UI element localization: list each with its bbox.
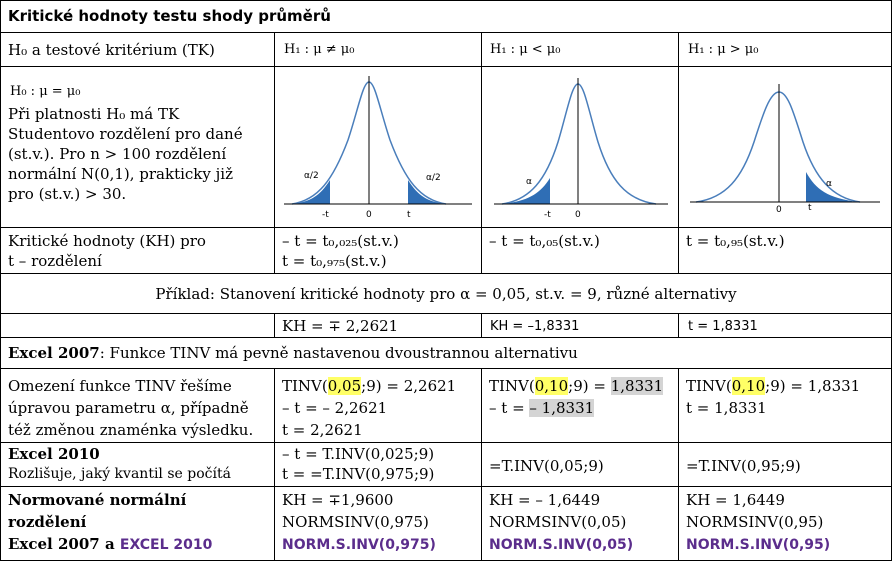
two-sided-left-alpha-label: α/2 bbox=[304, 171, 319, 181]
excel2007-note: Excel 2007: Funkce TINV má pevně nastave… bbox=[8, 343, 578, 363]
excel2010-left-sided: =T.INV(0,05;9) bbox=[489, 457, 604, 475]
normal-label-line-2: rozdělení bbox=[8, 513, 87, 531]
right-sided-tick-t: t bbox=[808, 203, 812, 213]
example-two-sided: KH = ∓ 2,2621 bbox=[282, 317, 399, 335]
header-right-sided: H₁ : μ > μ₀ bbox=[688, 42, 759, 57]
header-two-sided: H₁ : μ ≠ μ₀ bbox=[284, 42, 355, 57]
normal-label-line-1: Normované normální bbox=[8, 491, 187, 509]
tinv-rest: ;9) = 2,2621 bbox=[361, 377, 457, 395]
right-sided-tick-zero: 0 bbox=[776, 205, 782, 215]
tinv-right-sided-formula: TINV(0,10;9) = 1,8331 bbox=[686, 376, 860, 396]
left-sided-tick-zero: 0 bbox=[575, 210, 581, 220]
normal-two-sided-kh: KH = ∓1,9600 bbox=[282, 491, 394, 509]
left-sided-alpha-label: α bbox=[526, 177, 532, 187]
example-right-sided: t = 1,8331 bbox=[688, 319, 758, 334]
left-sided-tick-minus-t: -t bbox=[544, 210, 551, 220]
hypothesis-line-3: (st.v.). Pro n > 100 rozdělení bbox=[8, 145, 227, 163]
kh-two-sided-line-1: – t = t₀,₀₂₅(st.v.) bbox=[282, 232, 399, 250]
excel2010-two-sided-line-2: t = =T.INV(0,975;9) bbox=[282, 465, 435, 483]
kh-label-line-1: Kritické hodnoty (KH) pro bbox=[8, 232, 206, 250]
header-h0-label: H₀ a testové kritérium (TK) bbox=[8, 41, 215, 59]
h0-formula: H₀ : μ = μ₀ bbox=[10, 84, 81, 99]
table-title: Kritické hodnoty testu shody průměrů bbox=[8, 7, 331, 25]
normal-right-sided-kh: KH = 1,6449 bbox=[686, 491, 785, 509]
left-sided-density-graph: α -t 0 bbox=[494, 78, 668, 220]
hypothesis-line-5: pro (st.v.) > 30. bbox=[8, 185, 127, 203]
excel2010-right-sided: =T.INV(0,95;9) bbox=[686, 457, 801, 475]
normal-two-sided-norm-s-inv: NORM.S.INV(0,975) bbox=[282, 537, 436, 553]
two-sided-tick-minus-t: -t bbox=[322, 210, 329, 220]
normal-excel2007-label: Excel 2007 a bbox=[8, 535, 120, 553]
tinv-fn: TINV( bbox=[489, 377, 535, 395]
excel2010-two-sided-line-1: – t = T.INV(0,025;9) bbox=[282, 445, 435, 463]
tinv-value-highlight: 1,8331 bbox=[610, 377, 664, 395]
normal-left-sided-normsinv: NORMSINV(0,05) bbox=[489, 513, 627, 531]
tinv-rest: ;9) = bbox=[568, 377, 611, 395]
tinv-two-sided-line-3: t = 2,2621 bbox=[282, 421, 363, 439]
tinv-alpha-highlight: 0,10 bbox=[534, 377, 569, 395]
two-sided-tick-zero: 0 bbox=[366, 210, 372, 220]
right-sided-tail bbox=[806, 172, 858, 202]
kh-two-sided-line-2: t = t₀,₉₇₅(st.v.) bbox=[282, 252, 387, 270]
tinv-rest: ;9) = 1,8331 bbox=[765, 377, 861, 395]
tinv-two-sided-line-2: – t = – 2,2621 bbox=[282, 399, 388, 417]
excel2007-label: Excel 2007 bbox=[8, 344, 100, 362]
kh-left-sided: – t = t₀,₀₅(st.v.) bbox=[489, 232, 600, 250]
hypothesis-line-4: normální N(0,1), prakticky již bbox=[8, 165, 233, 183]
tinv-alpha-highlight: 0,10 bbox=[731, 377, 766, 395]
normal-label-line-3: Excel 2007 a EXCEL 2010 bbox=[8, 534, 212, 555]
two-sided-right-alpha-label: α/2 bbox=[426, 173, 441, 183]
tinv-minus-t: – t = bbox=[489, 399, 530, 417]
tinv-left-sided-line-2: – t = – 1,8331 bbox=[489, 398, 595, 418]
hypothesis-line-2: Studentovo rozdělení pro dané bbox=[8, 125, 243, 143]
tinv-two-sided-formula: TINV(0,05;9) = 2,2621 bbox=[282, 376, 456, 396]
tinv-fn: TINV( bbox=[282, 377, 328, 395]
tinv-label-line-3: též změnou znaménka výsledku. bbox=[8, 421, 254, 439]
left-sided-tail bbox=[502, 178, 550, 204]
two-sided-right-tail bbox=[408, 180, 446, 204]
example-left-sided: KH = –1,8331 bbox=[490, 319, 580, 334]
normal-two-sided-normsinv: NORMSINV(0,975) bbox=[282, 513, 429, 531]
right-sided-curve bbox=[695, 91, 861, 203]
tinv-label-line-1: Omezení funkce TINV řešíme bbox=[8, 377, 232, 395]
two-sided-density-graph: α/2 α/2 -t 0 t bbox=[284, 76, 472, 220]
hypothesis-line-1: Při platnosti H₀ má TK bbox=[8, 105, 180, 123]
example-text: Příklad: Stanovení kritické hodnoty pro … bbox=[155, 285, 737, 303]
normal-left-sided-kh: KH = – 1,6449 bbox=[489, 491, 601, 509]
right-sided-alpha-label: α bbox=[826, 179, 832, 189]
tinv-negated-value: – 1,8331 bbox=[529, 399, 595, 417]
two-sided-left-tail bbox=[292, 180, 330, 204]
tinv-fn: TINV( bbox=[686, 377, 732, 395]
normal-right-sided-norm-s-inv: NORM.S.INV(0,95) bbox=[686, 537, 831, 553]
tinv-label-line-2: úpravou parametru α, případně bbox=[8, 399, 249, 417]
right-sided-density-graph: α 0 t bbox=[690, 84, 880, 215]
tinv-left-sided-formula: TINV(0,10;9) = 1,8331 bbox=[489, 376, 664, 396]
header-left-sided: H₁ : μ < μ₀ bbox=[490, 42, 561, 57]
normal-left-sided-norm-s-inv: NORM.S.INV(0,05) bbox=[489, 537, 634, 553]
kh-right-sided: t = t₀,₉₅(st.v.) bbox=[686, 232, 785, 250]
tinv-alpha-highlight: 0,05 bbox=[327, 377, 362, 395]
normal-excel2010-label: EXCEL 2010 bbox=[119, 537, 213, 553]
excel2007-description: : Funkce TINV má pevně nastavenou dvoust… bbox=[99, 344, 578, 362]
tinv-right-sided-line-2: t = 1,8331 bbox=[686, 399, 767, 417]
kh-label-line-2: t – rozdělení bbox=[8, 252, 102, 270]
excel2010-sub: Rozlišuje, jaký kvantil se počítá bbox=[8, 466, 231, 482]
two-sided-tick-t: t bbox=[407, 210, 411, 220]
normal-right-sided-normsinv: NORMSINV(0,95) bbox=[686, 513, 824, 531]
excel2010-label: Excel 2010 bbox=[8, 445, 100, 463]
